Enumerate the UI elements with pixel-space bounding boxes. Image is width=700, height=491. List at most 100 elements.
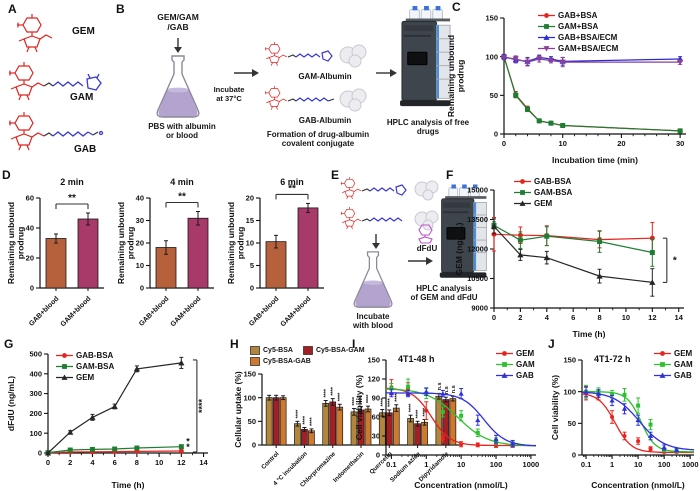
svg-text:****: ****: [366, 394, 372, 403]
svg-text:10: 10: [155, 458, 163, 467]
molecule-label-gem: GEM: [72, 26, 95, 37]
legend-label: GAM+BSA: [558, 22, 599, 31]
legend-label: GEM: [674, 349, 693, 358]
svg-text:2: 2: [68, 458, 72, 467]
svg-text:500: 500: [29, 350, 42, 359]
svg-text:Remaining unbound: Remaining unbound: [8, 202, 16, 284]
svg-text:n.s: n.s: [444, 386, 450, 394]
svg-text:4T1-48 h: 4T1-48 h: [398, 354, 435, 364]
legend-item: GAB-BSA: [56, 350, 114, 361]
svg-text:50: 50: [568, 419, 576, 428]
legend-item: GAM+BSA/ECM: [538, 43, 618, 54]
incubate-37c-caption: Incubate at 37°C: [213, 85, 245, 103]
svg-text:GAB+blood: GAB+blood: [138, 295, 170, 327]
chart-viability-72h: 0 50 100 150 0.1 1 10 100 1000 Cell viability (%)…: [550, 354, 699, 490]
svg-text:13500: 13500: [467, 215, 488, 224]
hplc-gem-dfdu-caption: HPLC analysis of GEM and dFdU: [410, 284, 478, 303]
svg-text:****: ****: [359, 394, 365, 403]
svg-text:20: 20: [617, 139, 625, 148]
svg-text:Remaining unbound: Remaining unbound: [228, 202, 236, 284]
svg-text:****: ****: [295, 409, 301, 418]
legend-item: GEM: [56, 372, 114, 383]
svg-text:12: 12: [648, 313, 656, 322]
svg-text:100: 100: [243, 393, 256, 402]
hplc-free-drugs-caption: HPLC analysis of free drugs: [386, 118, 470, 137]
svg-text:Time (h): Time (h): [573, 329, 606, 339]
svg-text:****: ****: [302, 415, 308, 424]
gam-bsa-marker-icon: [56, 362, 73, 371]
svg-text:60: 60: [372, 413, 380, 422]
panel-j-label: J: [548, 337, 555, 351]
gab-albumin-label: GAB-Albumin: [298, 116, 352, 125]
svg-text:Cellular uptake (%): Cellular uptake (%): [233, 371, 243, 448]
panel-d-label: D: [2, 168, 11, 182]
svg-text:10: 10: [622, 313, 630, 322]
legend-label: GAB-BSA: [534, 177, 572, 186]
panel-b-label: B: [116, 2, 125, 16]
hplc-machine-icon: [400, 6, 451, 107]
svg-text:0: 0: [502, 139, 506, 148]
chart-dfdu-plasma: 0 100 200 300 400 500 0 2 4 6 8 10 12 14 dFdU (ng/mL) T…: [6, 350, 209, 490]
svg-text:60: 60: [26, 194, 34, 203]
svg-text:150: 150: [243, 370, 256, 379]
legend-f: GAB-BSA GAM-BSA GEM: [514, 176, 572, 209]
svg-text:8: 8: [135, 458, 139, 467]
svg-text:50: 50: [490, 91, 498, 100]
svg-text:Time (h): Time (h): [112, 480, 145, 490]
svg-text:**: **: [178, 192, 186, 203]
legend-label: Cy5-BSA-GAB: [263, 358, 311, 365]
pbs-caption: PBS with albumin or blood: [148, 122, 216, 141]
svg-text:0: 0: [140, 284, 144, 293]
chart-viability-48h: 0 30 60 90 120 150 0.1 1 10 100 1000 Cell viability…: [354, 354, 540, 490]
gam-albumin-structure: [264, 41, 367, 68]
svg-text:Remaining unbound: Remaining unbound: [118, 202, 126, 284]
legend-item: GAM-BSA: [56, 361, 114, 372]
gab-bsa-marker-icon: [538, 11, 555, 20]
svg-text:Remaining unbound: Remaining unbound: [446, 35, 456, 117]
svg-text:0: 0: [252, 441, 256, 450]
legend-label: GAB+BSA/ECM: [558, 33, 618, 42]
svg-text:Concentration (nmol/L): Concentration (nmol/L): [414, 480, 508, 490]
chart-gem-plasma: 9000 10500 12000 13500 15000 0 2 4 6 8 10 12 14 GEM (…: [454, 186, 684, 339]
legend-label: GEM: [516, 349, 535, 358]
svg-text:10: 10: [559, 139, 567, 148]
dfdu-molecule-icon: [418, 224, 433, 244]
legend-item: Cy5-BSA Cy5-BSA-GAM: [250, 345, 365, 356]
svg-text:GAM+blood: GAM+blood: [280, 295, 313, 328]
gab-marker-icon: [654, 371, 671, 380]
svg-text:*: *: [186, 442, 190, 452]
molecule-label-gab: GAB: [74, 144, 97, 155]
gab-marker-icon: [496, 371, 513, 380]
gab-bsa-marker-icon: [56, 351, 73, 360]
svg-text:15: 15: [246, 216, 254, 225]
svg-text:4 min: 4 min: [170, 177, 194, 187]
svg-text:GAB+blood: GAB+blood: [28, 295, 60, 327]
flask-icon: [156, 55, 200, 118]
legend-item: GAM+BSA: [538, 21, 618, 32]
svg-text:20: 20: [136, 239, 144, 248]
svg-text:****: ****: [394, 392, 400, 401]
gam-marker-icon: [654, 360, 671, 369]
svg-text:0: 0: [38, 449, 42, 458]
svg-text:GAB+blood: GAB+blood: [248, 295, 280, 327]
legend-item: GEM: [514, 198, 572, 209]
svg-text:1: 1: [610, 460, 614, 469]
svg-text:14: 14: [675, 313, 684, 322]
legend-label: GAM: [674, 360, 693, 369]
panel-a-label: A: [8, 2, 17, 16]
flask-icon: [353, 251, 393, 308]
svg-text:n.s: n.s: [451, 385, 457, 393]
legend-c: GAB+BSA GAM+BSA GAB+BSA/ECM GAM+BSA/ECM: [538, 10, 618, 54]
svg-text:1000: 1000: [523, 460, 540, 469]
legend-label: Cy5-BSA-GAM: [315, 347, 365, 354]
legend-label: GAM+BSA/ECM: [558, 44, 619, 53]
svg-text:4: 4: [545, 313, 550, 322]
svg-text:****: ****: [309, 416, 315, 425]
svg-text:10500: 10500: [467, 274, 488, 283]
svg-text:90: 90: [372, 394, 380, 403]
legend-item: GEM: [496, 348, 535, 359]
hplc-machine-icon: [439, 184, 487, 278]
legend-label: GAM: [516, 360, 535, 369]
gab-bsa-marker-icon: [514, 177, 531, 186]
